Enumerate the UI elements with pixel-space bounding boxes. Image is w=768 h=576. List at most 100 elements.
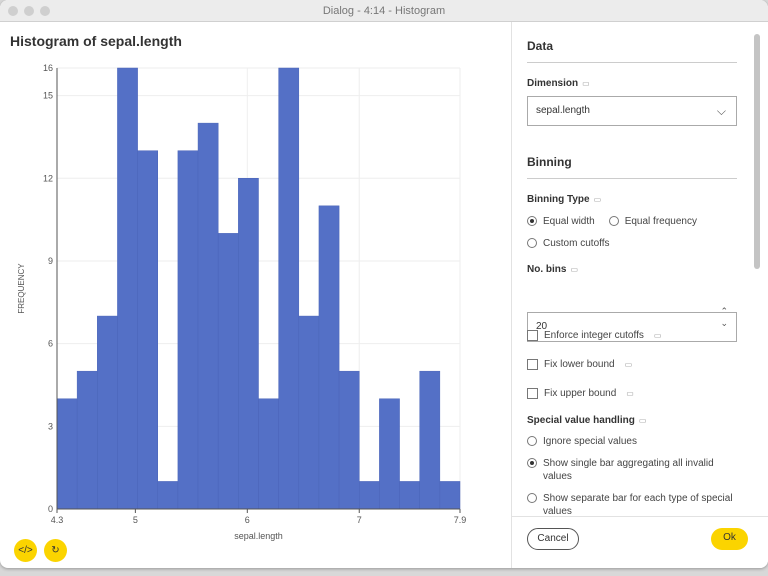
bins-value: 20 [536,321,548,332]
x-axis-label: sepal.length [234,531,283,541]
bins-label: No. bins ▭ [527,264,737,275]
scrollbar[interactable] [754,34,760,269]
dimension-label: Dimension ▭ [527,78,737,89]
maximize-button[interactable] [40,6,50,16]
fix-upper-label: Fix upper bound [544,388,617,399]
checkbox[interactable] [527,388,538,399]
minimize-button[interactable] [24,6,34,16]
radio-ignore-special[interactable]: Ignore special values [527,435,742,448]
x-tick-label: 7.9 [454,515,467,525]
histogram-chart: 0 3 6 9 12 15 16 4.3 5 6 7 7.9 sepal.length FREQUENCY [17,63,467,541]
radio-separate-bar[interactable]: Show separate bar for each type of speci… [527,492,742,518]
x-tick-label: 7 [357,515,362,525]
radio-selected[interactable] [527,458,537,468]
histogram-bar [117,67,138,510]
info-icon[interactable]: ▭ [638,416,647,425]
histogram-bar [258,398,279,510]
single-bar-label: Show single bar aggregating all invalid … [543,458,714,482]
radio-custom-cutoffs[interactable]: Custom cutoffs [527,237,742,250]
histogram-bar [379,398,400,510]
histogram-bar [197,122,219,510]
radio[interactable] [527,493,537,503]
binning-heading: Binning [527,155,737,179]
fix-upper-checkbox[interactable]: Fix upper bound ▭ [527,387,742,400]
histogram-bar [419,370,441,510]
binning-type-text: Binning Type [527,194,590,205]
dimension-value: sepal.length [536,105,590,116]
window-title: Dialog - 4:14 - Histogram [322,5,446,17]
radio-single-bar[interactable]: Show single bar aggregating all invalid … [527,457,742,483]
histogram-bar [298,315,320,510]
ok-button[interactable]: Ok [711,528,748,550]
info-icon[interactable]: ▭ [626,389,634,398]
fix-lower-label: Fix lower bound [544,359,615,370]
chart-title: Histogram of sepal.length [10,33,182,49]
code-icon: </> [18,545,33,556]
stepper-icon[interactable]: ⌃ ⌄ [720,306,728,328]
enforce-integer-checkbox[interactable]: Enforce integer cutoffs ▭ [527,329,742,342]
info-icon[interactable]: ▭ [653,331,662,340]
bins-label-text: No. bins [527,264,567,275]
info-icon[interactable]: ▭ [593,195,602,204]
fix-lower-checkbox[interactable]: Fix lower bound ▭ [527,358,742,371]
info-icon[interactable]: ▭ [570,265,579,274]
histogram-bar [278,67,300,510]
bins-input[interactable]: 20 ⌃ ⌄ [527,306,737,342]
histogram-bar [318,205,340,510]
histogram-bar [177,150,199,510]
histogram-bar [338,370,360,510]
histogram-bar [238,178,259,510]
custom-cutoffs-label: Custom cutoffs [543,238,610,249]
radio[interactable] [527,238,537,248]
cancel-button[interactable]: Cancel [527,528,579,550]
histogram-bar [97,315,118,510]
info-icon[interactable]: ▭ [582,79,590,88]
chevron-down-icon: ⌵ [716,104,726,118]
histogram-bar [56,398,78,510]
y-tick-label: 6 [48,339,53,349]
histogram-bar [76,370,98,510]
y-tick-label: 0 [48,504,53,514]
dialog-footer: Cancel Ok [512,516,768,568]
y-tick-label: 9 [48,256,53,266]
refresh-button[interactable]: ↻ [44,539,67,562]
y-tick-label: 16 [43,63,53,73]
dimension-select[interactable]: sepal.length ⌵ [527,96,737,126]
special-label-text: Special value handling [527,415,635,426]
histogram-bar [217,233,239,510]
close-button[interactable] [8,6,18,16]
title-bar: Dialog - 4:14 - Histogram [0,0,768,22]
histogram-bar [439,481,461,510]
separate-bar-label: Show separate bar for each type of speci… [543,493,733,517]
chart-panel: 0 3 6 9 12 15 16 4.3 5 6 7 7.9 sepal.length FREQUENCY… [0,22,511,568]
y-tick-label: 15 [43,91,53,101]
radio-equal-width[interactable]: Equal width Equal frequency [527,215,742,228]
settings-panel: Data Dimension ▭ sepal.length ⌵ Binning Bi… [511,22,768,568]
y-tick-label: 12 [43,173,53,183]
checkbox[interactable] [527,330,538,341]
radio-selected[interactable] [527,216,537,226]
histogram-bar [137,150,159,510]
histogram-bar [157,481,179,510]
equal-frequency-label: Equal frequency [624,216,697,227]
histogram-bar [399,481,420,510]
dimension-label-text: Dimension [527,78,579,89]
data-heading: Data [527,39,737,63]
binning-type-label: Binning Type ▭ [527,194,737,205]
code-button[interactable]: </> [14,539,37,562]
equal-width-label: Equal width [543,216,595,227]
x-tick-label: 6 [245,515,250,525]
y-tick-label: 3 [48,421,53,431]
enforce-integer-label: Enforce integer cutoffs [544,330,644,341]
checkbox[interactable] [527,359,538,370]
x-tick-label: 4.3 [51,515,64,525]
x-tick-label: 5 [133,515,138,525]
radio-equal-frequency[interactable] [608,216,619,226]
y-axis-label: FREQUENCY [17,263,26,314]
refresh-icon: ↻ [51,545,60,556]
radio[interactable] [527,436,537,446]
ignore-special-label: Ignore special values [543,436,637,447]
info-icon[interactable]: ▭ [624,360,633,369]
special-label: Special value handling ▭ [527,415,737,426]
